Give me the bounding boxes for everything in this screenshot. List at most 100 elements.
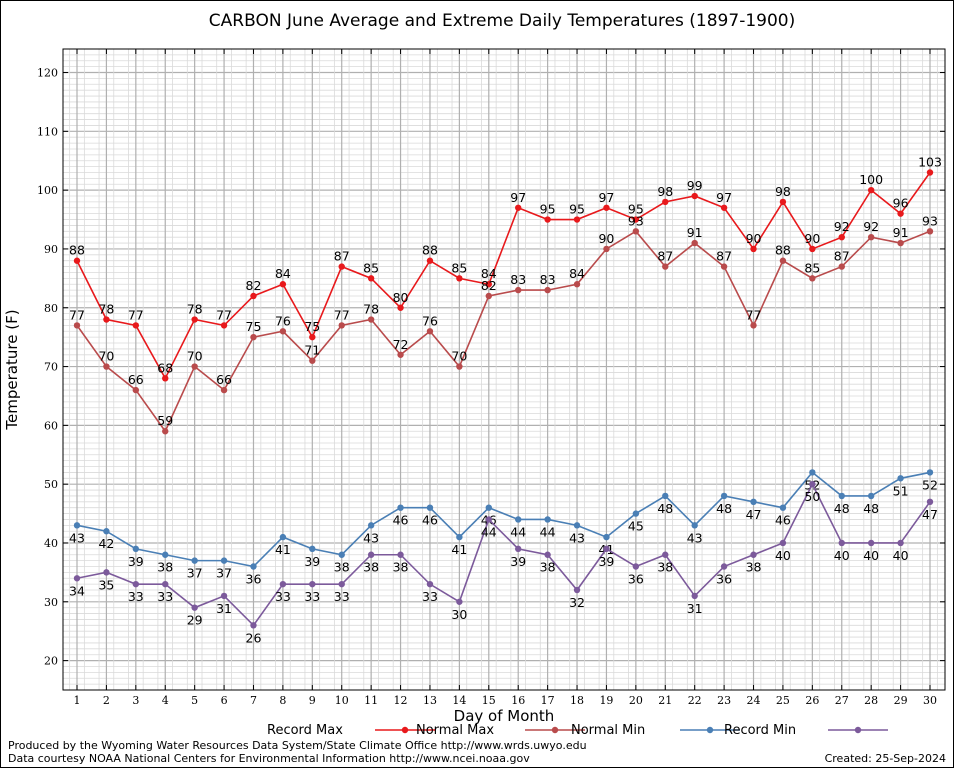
y-tick-label: 30 <box>44 596 58 609</box>
data-point <box>926 169 934 176</box>
data-point <box>720 263 728 270</box>
data-label: 26 <box>246 630 262 645</box>
data-label: 48 <box>657 501 673 516</box>
data-label: 93 <box>628 213 644 228</box>
x-tick-label: 13 <box>423 694 437 707</box>
data-point <box>573 522 581 529</box>
data-point <box>897 239 904 247</box>
data-point <box>632 510 640 517</box>
data-label: 59 <box>157 413 173 428</box>
data-point <box>867 233 875 241</box>
legend-item: Normal Max <box>416 723 585 738</box>
data-label: 32 <box>569 595 585 610</box>
data-label: 33 <box>304 589 320 604</box>
y-tick-label: 20 <box>44 655 58 668</box>
data-point <box>456 533 463 541</box>
data-point <box>720 492 728 500</box>
data-label: 38 <box>540 560 556 575</box>
series-line <box>76 172 931 381</box>
data-label: 98 <box>775 184 791 199</box>
x-tick-label: 18 <box>570 694 584 707</box>
data-label: 34 <box>69 583 85 598</box>
legend-marker <box>854 726 862 734</box>
data-point <box>73 322 81 329</box>
data-label: 66 <box>128 372 144 387</box>
x-tick-label: 2 <box>103 694 110 707</box>
data-point <box>544 286 551 294</box>
data-point <box>309 333 316 341</box>
data-point <box>220 592 228 600</box>
data-point <box>603 545 610 553</box>
data-label: 77 <box>216 307 232 322</box>
data-label: 31 <box>687 601 703 616</box>
data-point <box>809 275 816 282</box>
x-tick-label: 28 <box>864 694 878 707</box>
x-tick-label: 5 <box>191 694 198 707</box>
data-label: 84 <box>481 266 497 281</box>
data-label: 52 <box>922 477 938 492</box>
data-point <box>485 281 492 288</box>
data-point <box>544 516 551 523</box>
data-point <box>250 333 257 341</box>
data-label: 85 <box>363 260 379 275</box>
data-label: 87 <box>716 249 732 264</box>
data-point <box>132 580 140 588</box>
data-label: 87 <box>334 249 350 264</box>
data-label: 75 <box>246 319 262 334</box>
data-label: 92 <box>863 219 879 234</box>
x-tick-label: 17 <box>541 694 555 707</box>
data-point <box>250 622 257 629</box>
data-label: 83 <box>540 272 556 287</box>
x-tick-label: 6 <box>221 694 228 707</box>
data-point <box>397 551 404 558</box>
data-label: 38 <box>363 560 379 575</box>
data-label: 33 <box>422 589 438 604</box>
data-label: 48 <box>834 501 850 516</box>
data-point <box>426 504 434 511</box>
data-label: 37 <box>216 566 232 581</box>
data-point <box>779 257 787 264</box>
data-point <box>279 328 287 335</box>
data-point <box>838 539 845 547</box>
data-label: 36 <box>246 572 262 587</box>
data-label: 83 <box>510 272 526 287</box>
data-label: 46 <box>393 513 409 528</box>
data-label: 48 <box>716 501 732 516</box>
data-label: 44 <box>481 524 497 539</box>
data-point <box>191 604 198 611</box>
data-point <box>338 580 345 588</box>
y-tick-label: 60 <box>44 419 58 432</box>
data-point <box>544 216 551 223</box>
data-point <box>691 239 698 247</box>
data-label: 97 <box>510 190 526 205</box>
data-point <box>867 186 875 194</box>
data-label: 43 <box>687 530 703 545</box>
data-label: 82 <box>481 278 497 293</box>
data-label: 78 <box>363 302 379 317</box>
data-label: 30 <box>451 607 467 622</box>
y-axis-title: Temperature (F) <box>3 309 21 430</box>
data-point <box>573 586 581 594</box>
data-label: 87 <box>657 249 673 264</box>
data-label: 85 <box>451 260 467 275</box>
data-label: 43 <box>569 530 585 545</box>
data-label: 88 <box>422 243 438 258</box>
data-point <box>397 351 404 358</box>
data-point <box>632 216 640 223</box>
data-point <box>838 263 845 270</box>
data-label: 70 <box>187 349 203 364</box>
data-label: 90 <box>746 231 762 246</box>
data-label: 33 <box>275 589 291 604</box>
x-tick-label: 20 <box>629 694 643 707</box>
y-tick-label: 100 <box>37 184 58 197</box>
data-point <box>162 551 169 558</box>
data-point <box>867 492 875 500</box>
x-tick-label: 16 <box>511 694 525 707</box>
data-label: 99 <box>687 178 703 193</box>
data-point <box>926 498 934 506</box>
data-label: 38 <box>393 560 409 575</box>
data-label: 96 <box>893 196 909 211</box>
data-point <box>691 592 698 600</box>
data-label: 97 <box>598 190 614 205</box>
